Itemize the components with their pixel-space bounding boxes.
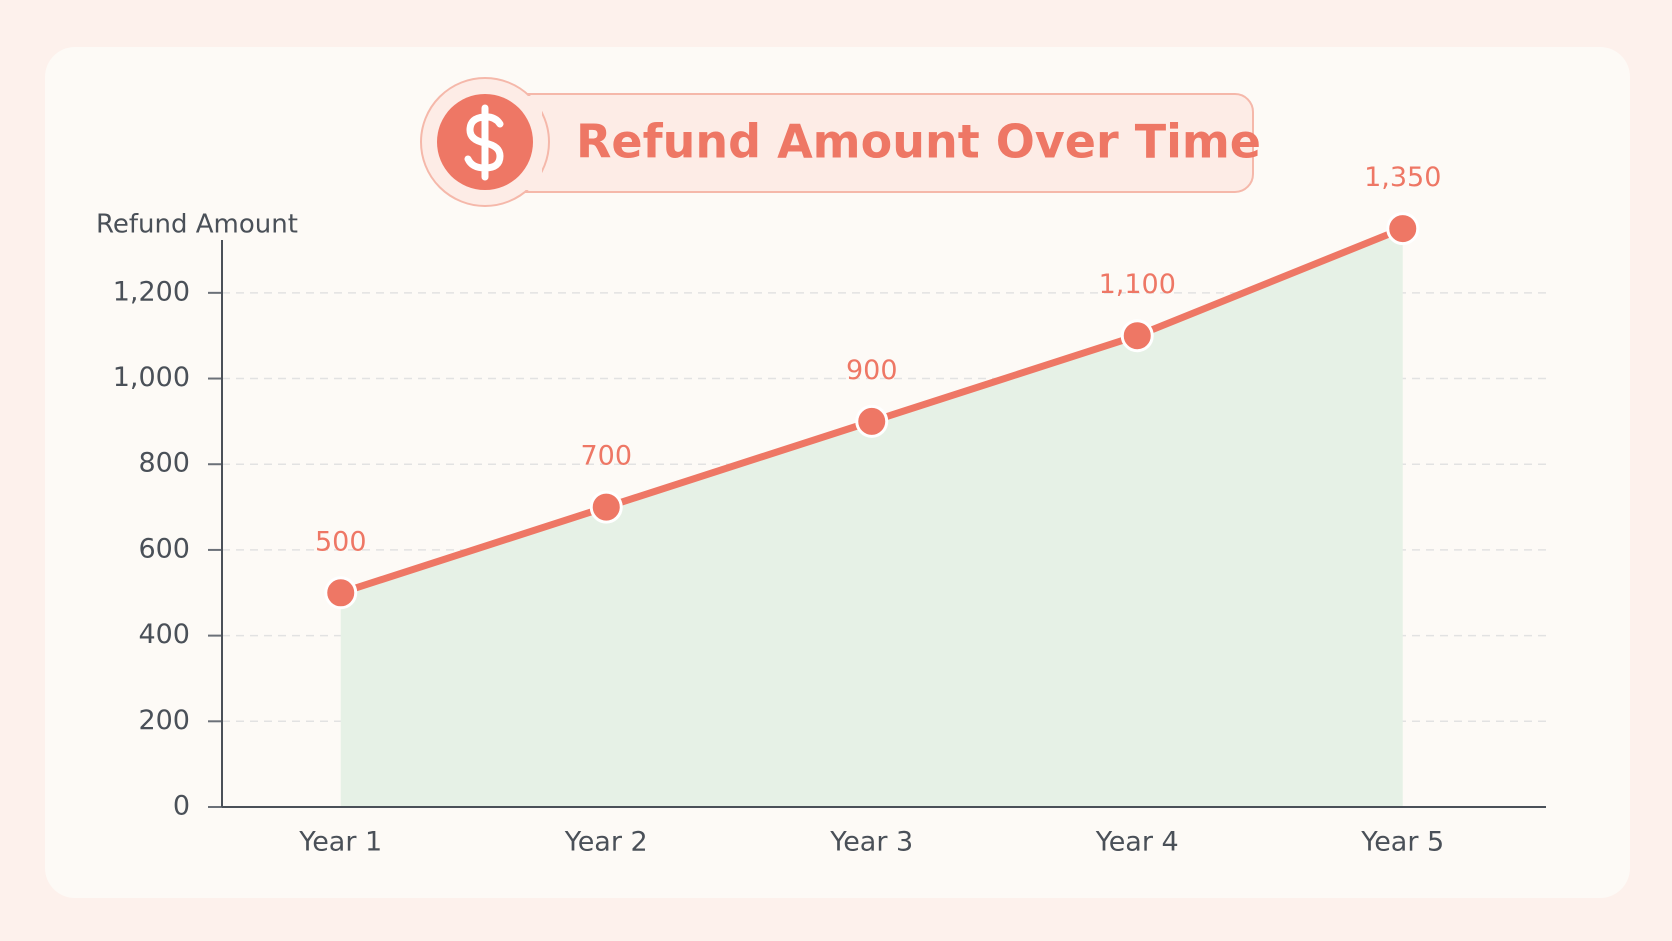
chart-title: Refund Amount Over Time bbox=[576, 115, 1261, 169]
plot-area: 0 200 400 600 800 1,000 1,200 500 700 900 1,100 1,3… bbox=[113, 162, 1546, 858]
y-tick-label: 1,000 bbox=[113, 362, 190, 393]
data-point bbox=[1120, 319, 1154, 353]
data-label: 700 bbox=[580, 441, 632, 472]
data-point bbox=[324, 576, 358, 610]
data-point bbox=[589, 490, 623, 524]
data-label: 500 bbox=[315, 526, 367, 557]
y-axis-label: Refund Amount bbox=[96, 210, 298, 240]
y-tick-label: 0 bbox=[173, 791, 190, 822]
y-tick-label: 800 bbox=[138, 448, 190, 479]
data-point bbox=[1386, 212, 1420, 246]
y-tick-label: 600 bbox=[138, 533, 190, 564]
y-tick-label: 200 bbox=[138, 705, 190, 736]
x-tick-label: Year 5 bbox=[1360, 827, 1444, 858]
data-label: 1,350 bbox=[1364, 162, 1441, 193]
x-tick-label: Year 3 bbox=[829, 827, 913, 858]
x-tick-label: Year 2 bbox=[564, 827, 648, 858]
y-tick-label: 1,200 bbox=[113, 276, 190, 307]
dollar-sign bbox=[464, 104, 504, 181]
data-point bbox=[855, 404, 889, 438]
y-tick-label: 400 bbox=[138, 619, 190, 650]
data-label: 1,100 bbox=[1099, 269, 1176, 300]
x-tick-label: Year 4 bbox=[1095, 827, 1179, 858]
x-tick-label: Year 1 bbox=[298, 827, 382, 858]
data-label: 900 bbox=[846, 355, 898, 386]
area bbox=[340, 228, 1403, 808]
